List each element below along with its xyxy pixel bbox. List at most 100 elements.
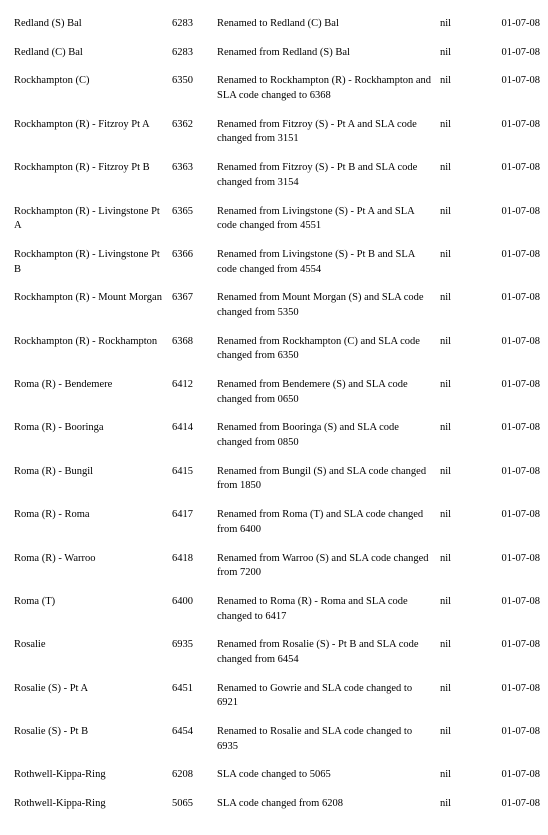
- nil-value: nil: [440, 371, 485, 414]
- table-row: Rockhampton (R) - Livingstone Pt A6365Re…: [14, 198, 540, 241]
- nil-value: nil: [440, 545, 485, 588]
- area-name: Rockhampton (R) - Fitzroy Pt B: [14, 154, 172, 197]
- change-description: Renamed to Rosalie and SLA code changed …: [217, 718, 440, 761]
- sla-code: 6283: [172, 39, 217, 68]
- change-description: Renamed from Fitzroy (S) - Pt B and SLA …: [217, 154, 440, 197]
- sla-code: 6283: [172, 10, 217, 39]
- table-row: Redland (C) Bal6283Renamed from Redland …: [14, 39, 540, 68]
- nil-value: nil: [440, 328, 485, 371]
- nil-value: nil: [440, 67, 485, 110]
- table-row: Roma (R) - Bendemere6412Renamed from Ben…: [14, 371, 540, 414]
- effective-date: 01-07-08: [485, 67, 540, 110]
- nil-value: nil: [440, 39, 485, 68]
- change-description: Renamed from Livingstone (S) - Pt A and …: [217, 198, 440, 241]
- area-name: Rosalie (S) - Pt A: [14, 675, 172, 718]
- area-name: Roma (R) - Booringa: [14, 414, 172, 457]
- nil-value: nil: [440, 501, 485, 544]
- table-row: Redland (S) Bal6283Renamed to Redland (C…: [14, 10, 540, 39]
- effective-date: 01-07-08: [485, 588, 540, 631]
- area-name: Roma (R) - Roma: [14, 501, 172, 544]
- change-description: Renamed to Gowrie and SLA code changed t…: [217, 675, 440, 718]
- area-name: Rockhampton (R) - Fitzroy Pt A: [14, 111, 172, 154]
- change-description: SLA code changed from 6208: [217, 790, 440, 819]
- effective-date: 01-07-08: [485, 39, 540, 68]
- effective-date: 01-07-08: [485, 675, 540, 718]
- effective-date: 01-07-08: [485, 328, 540, 371]
- change-description: Renamed from Warroo (S) and SLA code cha…: [217, 545, 440, 588]
- sla-code: 6451: [172, 675, 217, 718]
- area-name: Rothwell-Kippa-Ring: [14, 790, 172, 819]
- effective-date: 01-07-08: [485, 790, 540, 819]
- effective-date: 01-07-08: [485, 154, 540, 197]
- table-row: Roma (R) - Roma6417Renamed from Roma (T)…: [14, 501, 540, 544]
- nil-value: nil: [440, 790, 485, 819]
- change-description: SLA code changed to 5065: [217, 761, 440, 790]
- nil-value: nil: [440, 154, 485, 197]
- sla-code: 6414: [172, 414, 217, 457]
- table-row: Rockhampton (R) - Rockhampton6368Renamed…: [14, 328, 540, 371]
- sla-code: 6454: [172, 718, 217, 761]
- nil-value: nil: [440, 458, 485, 501]
- change-description: Renamed from Bungil (S) and SLA code cha…: [217, 458, 440, 501]
- nil-value: nil: [440, 111, 485, 154]
- area-name: Rockhampton (R) - Mount Morgan: [14, 284, 172, 327]
- change-description: Renamed from Redland (S) Bal: [217, 39, 440, 68]
- nil-value: nil: [440, 631, 485, 674]
- area-name: Rockhampton (R) - Livingstone Pt B: [14, 241, 172, 284]
- table-row: Roma (R) - Booringa6414Renamed from Boor…: [14, 414, 540, 457]
- change-description: Renamed from Rosalie (S) - Pt B and SLA …: [217, 631, 440, 674]
- nil-value: nil: [440, 588, 485, 631]
- change-description: Renamed from Booringa (S) and SLA code c…: [217, 414, 440, 457]
- effective-date: 01-07-08: [485, 414, 540, 457]
- area-name: Redland (S) Bal: [14, 10, 172, 39]
- sla-code: 6350: [172, 67, 217, 110]
- sla-code: 6417: [172, 501, 217, 544]
- effective-date: 01-07-08: [485, 111, 540, 154]
- table-row: Rockhampton (R) - Fitzroy Pt B6363Rename…: [14, 154, 540, 197]
- effective-date: 01-07-08: [485, 10, 540, 39]
- change-description: Renamed to Rockhampton (R) - Rockhampton…: [217, 67, 440, 110]
- table-row: Rockhampton (C)6350Renamed to Rockhampto…: [14, 67, 540, 110]
- sla-code: 6208: [172, 761, 217, 790]
- area-name: Roma (R) - Bendemere: [14, 371, 172, 414]
- table-row: Roma (T)6400Renamed to Roma (R) - Roma a…: [14, 588, 540, 631]
- sla-code: 6418: [172, 545, 217, 588]
- nil-value: nil: [440, 241, 485, 284]
- table-row: Rothwell-Kippa-Ring6208SLA code changed …: [14, 761, 540, 790]
- table-row: Rockhampton (R) - Livingstone Pt B6366Re…: [14, 241, 540, 284]
- change-description: Renamed from Roma (T) and SLA code chang…: [217, 501, 440, 544]
- change-description: Renamed to Roma (R) - Roma and SLA code …: [217, 588, 440, 631]
- change-description: Renamed from Mount Morgan (S) and SLA co…: [217, 284, 440, 327]
- sla-code: 6367: [172, 284, 217, 327]
- table-row: Roma (R) - Bungil6415Renamed from Bungil…: [14, 458, 540, 501]
- sla-code: 6363: [172, 154, 217, 197]
- nil-value: nil: [440, 675, 485, 718]
- table-row: Rockhampton (R) - Fitzroy Pt A6362Rename…: [14, 111, 540, 154]
- nil-value: nil: [440, 198, 485, 241]
- table-row: Rockhampton (R) - Mount Morgan6367Rename…: [14, 284, 540, 327]
- sla-changes-table: Redland (S) Bal6283Renamed to Redland (C…: [14, 10, 540, 819]
- area-name: Rockhampton (R) - Rockhampton: [14, 328, 172, 371]
- area-name: Roma (R) - Bungil: [14, 458, 172, 501]
- change-description: Renamed from Bendemere (S) and SLA code …: [217, 371, 440, 414]
- table-row: Rothwell-Kippa-Ring5065SLA code changed …: [14, 790, 540, 819]
- table-row: Rosalie6935Renamed from Rosalie (S) - Pt…: [14, 631, 540, 674]
- area-name: Rockhampton (R) - Livingstone Pt A: [14, 198, 172, 241]
- effective-date: 01-07-08: [485, 241, 540, 284]
- effective-date: 01-07-08: [485, 501, 540, 544]
- sla-code: 6935: [172, 631, 217, 674]
- nil-value: nil: [440, 414, 485, 457]
- change-description: Renamed to Redland (C) Bal: [217, 10, 440, 39]
- change-description: Renamed from Fitzroy (S) - Pt A and SLA …: [217, 111, 440, 154]
- effective-date: 01-07-08: [485, 284, 540, 327]
- effective-date: 01-07-08: [485, 545, 540, 588]
- nil-value: nil: [440, 761, 485, 790]
- effective-date: 01-07-08: [485, 718, 540, 761]
- sla-code: 6368: [172, 328, 217, 371]
- effective-date: 01-07-08: [485, 198, 540, 241]
- area-name: Rockhampton (C): [14, 67, 172, 110]
- area-name: Rothwell-Kippa-Ring: [14, 761, 172, 790]
- sla-code: 5065: [172, 790, 217, 819]
- effective-date: 01-07-08: [485, 458, 540, 501]
- effective-date: 01-07-08: [485, 631, 540, 674]
